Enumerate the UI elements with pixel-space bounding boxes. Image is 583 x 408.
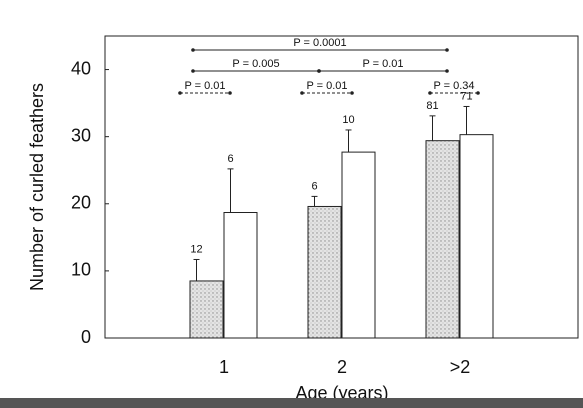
comparison-end (428, 91, 432, 95)
sample-size: 12 (190, 243, 202, 255)
bottom-strip (0, 398, 583, 408)
x-tick-label: >2 (450, 357, 471, 377)
comparison-label: P = 0.005 (232, 58, 279, 70)
sample-size: 71 (460, 90, 472, 102)
x-tick-label: 1 (219, 357, 229, 377)
bar (459, 134, 494, 339)
y-tick-label: 0 (81, 327, 91, 347)
bar (425, 140, 460, 339)
comparison-end (476, 91, 480, 95)
y-tick-label: 20 (71, 193, 91, 213)
x-axis-label: Age (years) (295, 383, 388, 403)
y-tick-label: 40 (71, 58, 91, 78)
comparison-label: P = 0.0001 (293, 37, 346, 49)
comparison-label: P = 0.01 (184, 80, 225, 92)
comparison-end (445, 69, 449, 73)
comparison-end (178, 91, 182, 95)
comparison-end (445, 48, 449, 52)
comparison-end (350, 91, 354, 95)
bar (307, 205, 342, 339)
sample-size: 81 (426, 100, 438, 112)
comparison-end (228, 91, 232, 95)
comparison-end (191, 69, 195, 73)
y-tick-label: 10 (71, 260, 91, 280)
comparison-end (300, 91, 304, 95)
comparison-end (191, 48, 195, 52)
comparison-label: P = 0.01 (362, 58, 403, 70)
sample-size: 10 (342, 114, 354, 126)
y-axis-label: Number of curled feathers (27, 83, 47, 291)
x-tick-label: 2 (337, 357, 347, 377)
sample-size: 6 (311, 180, 317, 192)
y-tick-label: 30 (71, 125, 91, 145)
comparison-end (317, 69, 321, 73)
bar (189, 280, 224, 339)
bar (223, 212, 258, 339)
sample-size: 6 (227, 153, 233, 165)
bar (341, 151, 376, 339)
comparison-label: P = 0.34 (433, 80, 474, 92)
comparison-label: P = 0.01 (306, 80, 347, 92)
